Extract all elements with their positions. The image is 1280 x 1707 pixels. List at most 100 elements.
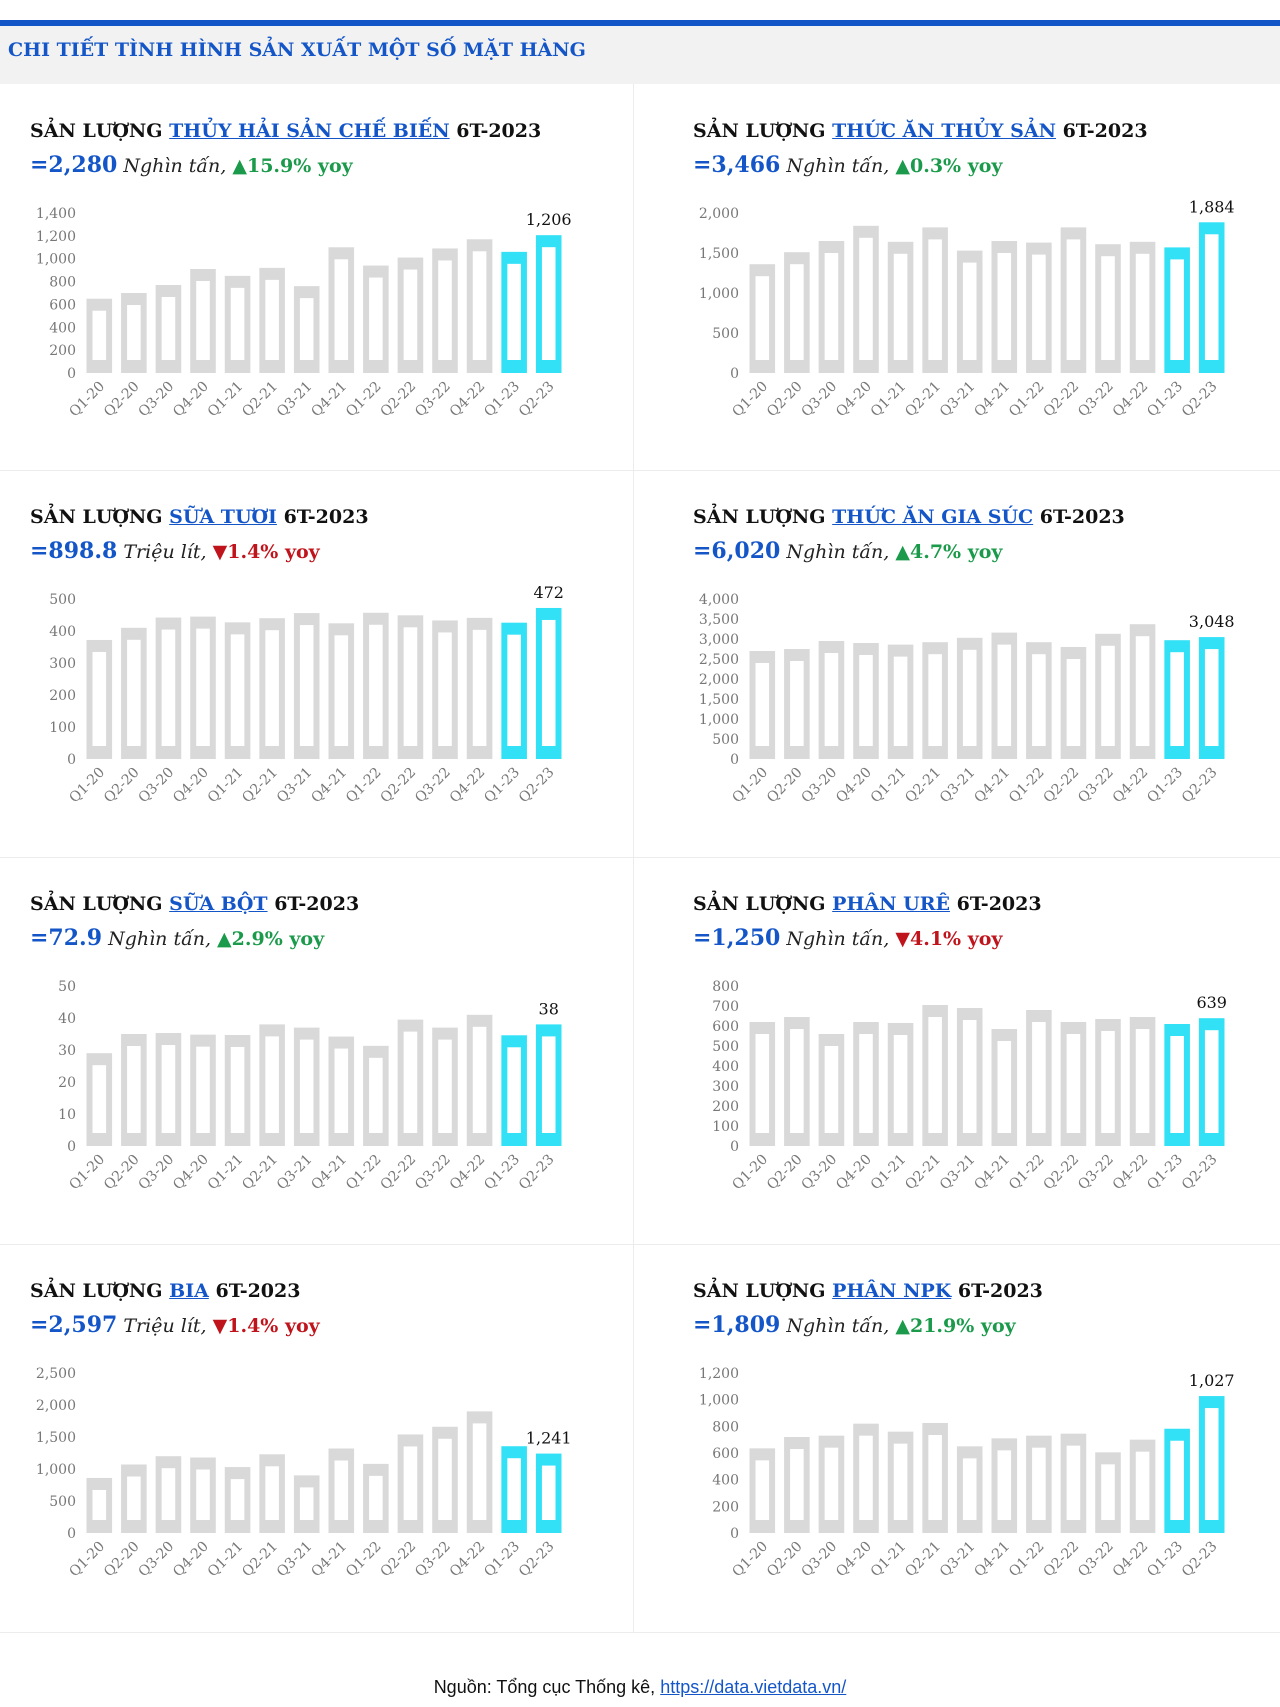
bar-inner-Q3-20 xyxy=(161,629,176,746)
bar-inner-Q1-21 xyxy=(230,634,245,746)
bar-inner-Q1-23 xyxy=(507,1047,521,1133)
x-tick-label: Q3-21 xyxy=(274,1152,316,1194)
up-arrow-icon: ▲ xyxy=(895,541,910,563)
bar-inner-Q2-22 xyxy=(403,269,418,360)
bar-inner-Q2-23 xyxy=(1204,234,1219,360)
bar-inner-Q2-22 xyxy=(1066,659,1081,746)
total-value: =6,020 xyxy=(693,538,781,564)
x-tick-label: Q4-21 xyxy=(308,379,350,421)
y-tick-label: 1,000 xyxy=(699,286,739,302)
x-tick-label: Q3-22 xyxy=(412,1152,454,1194)
x-tick-label: Q2-23 xyxy=(516,765,558,807)
yoy-text: 1.4% yoy xyxy=(227,1315,320,1337)
title-link[interactable]: THỦY HẢI SẢN CHẾ BIẾN xyxy=(169,120,450,142)
bar-inner-Q2-22 xyxy=(1066,239,1081,360)
title-link[interactable]: BIA xyxy=(169,1280,209,1302)
bar-inner-Q2-23 xyxy=(541,1036,556,1133)
source-label: Nguồn: Tổng cục Thống kê, xyxy=(433,1677,656,1697)
title-link[interactable]: THỨC ĂN GIA SÚC xyxy=(832,506,1034,528)
yoy-text: 21.9% yoy xyxy=(909,1315,1016,1337)
title-prefix: SẢN LƯỢNG xyxy=(30,893,163,915)
y-tick-label: 0 xyxy=(67,366,76,382)
yoy-text: 4.1% yoy xyxy=(909,928,1003,950)
bar-inner-Q1-20 xyxy=(755,1034,770,1133)
chart-panel-phan-npk: SẢN LƯỢNG PHÂN NPK 6T-2023 =1,809 Nghìn … xyxy=(663,1250,1280,1630)
bar-inner-Q2-21 xyxy=(265,1036,279,1133)
x-tick-label: Q2-21 xyxy=(239,765,281,807)
x-tick-label: Q2-23 xyxy=(516,379,558,421)
title-link[interactable]: SỮA TƯƠI xyxy=(169,506,277,528)
x-tick-label: Q2-20 xyxy=(101,379,143,421)
y-tick-label: 500 xyxy=(49,1494,76,1510)
x-tick-label: Q2-23 xyxy=(1179,379,1221,421)
title-suffix: 6T-2023 xyxy=(274,893,360,915)
y-tick-label: 2,000 xyxy=(699,206,739,222)
title-link[interactable]: PHÂN URÊ xyxy=(832,893,950,915)
bar-inner-Q4-21 xyxy=(997,253,1012,360)
x-tick-label: Q4-21 xyxy=(971,1539,1013,1581)
bar-inner-Q3-20 xyxy=(161,297,176,360)
bar-inner-Q2-21 xyxy=(265,630,279,746)
y-tick-label: 400 xyxy=(49,320,76,336)
y-tick-label: 400 xyxy=(712,1059,739,1075)
bar-inner-Q1-22 xyxy=(369,277,383,360)
up-arrow-icon: ▲ xyxy=(895,1315,910,1337)
bar-inner-Q2-21 xyxy=(928,1435,942,1520)
bar-inner-Q2-22 xyxy=(403,1446,418,1520)
x-tick-label: Q3-22 xyxy=(1075,1152,1117,1194)
unit-label: Nghìn tấn, xyxy=(108,928,211,950)
yoy-change: ▼1.4% yoy xyxy=(213,1315,320,1337)
bar-inner-Q1-20 xyxy=(92,1065,107,1133)
unit-label: Nghìn tấn, xyxy=(123,155,227,177)
bar-inner-Q1-23 xyxy=(1170,1036,1184,1133)
bar-inner-Q2-20 xyxy=(127,1046,141,1133)
x-tick-label: Q4-21 xyxy=(308,765,350,807)
up-arrow-icon: ▲ xyxy=(217,928,232,950)
x-tick-label: Q4-22 xyxy=(447,379,489,421)
x-tick-label: Q1-20 xyxy=(729,379,771,421)
title-link[interactable]: THỨC ĂN THỦY SẢN xyxy=(832,120,1056,142)
bar-inner-Q1-23 xyxy=(507,634,521,746)
x-tick-label: Q1-21 xyxy=(868,379,910,421)
bar-inner-Q2-20 xyxy=(790,264,804,360)
yoy-change: ▲2.9% yoy xyxy=(217,928,324,950)
bar-inner-Q4-22 xyxy=(472,1026,487,1133)
down-arrow-icon: ▼ xyxy=(212,541,228,563)
yoy-change: ▼1.4% yoy xyxy=(213,541,320,563)
x-tick-label: Q2-22 xyxy=(378,1152,420,1194)
x-tick-label: Q2-22 xyxy=(1041,1539,1083,1581)
data-label: 1,884 xyxy=(1189,197,1235,216)
unit-label: Triệu lít, xyxy=(123,1315,207,1337)
panel-divider-row-3 xyxy=(0,1244,1280,1245)
x-tick-label: Q2-23 xyxy=(1179,1539,1221,1581)
chart-title: SẢN LƯỢNG PHÂN NPK 6T-2023 xyxy=(693,1280,1043,1302)
y-tick-label: 400 xyxy=(712,1473,739,1489)
x-tick-label: Q3-20 xyxy=(136,1152,178,1194)
bar-inner-Q3-22 xyxy=(438,632,452,746)
y-tick-label: 3,500 xyxy=(699,612,739,628)
x-tick-label: Q1-22 xyxy=(1006,1152,1048,1194)
bar-inner-Q3-20 xyxy=(161,1468,176,1520)
x-tick-label: Q1-22 xyxy=(343,1539,385,1581)
bar-inner-Q1-22 xyxy=(1032,1447,1046,1520)
y-tick-label: 0 xyxy=(67,1526,76,1542)
bar-inner-Q4-21 xyxy=(334,259,349,360)
bar-inner-Q2-22 xyxy=(403,627,418,746)
y-tick-label: 2,500 xyxy=(699,652,739,668)
title-suffix: 6T-2023 xyxy=(283,506,369,528)
y-tick-label: 2,500 xyxy=(36,1366,76,1382)
x-tick-label: Q4-22 xyxy=(1110,1152,1152,1194)
title-link[interactable]: PHÂN NPK xyxy=(832,1280,952,1302)
bar-inner-Q2-20 xyxy=(127,1476,141,1520)
chart-title: SẢN LƯỢNG SỮA BỘT 6T-2023 xyxy=(30,893,359,915)
source-link[interactable]: https://data.vietdata.vn/ xyxy=(660,1677,847,1697)
x-tick-label: Q2-21 xyxy=(239,1152,281,1194)
bar-inner-Q3-21 xyxy=(299,1039,314,1133)
bar-inner-Q3-21 xyxy=(299,1487,314,1520)
bar-inner-Q2-21 xyxy=(928,654,942,746)
x-tick-label: Q2-20 xyxy=(764,379,806,421)
bar-chart: 0100200300400500Q1-20Q2-20Q3-20Q4-20Q1-2… xyxy=(49,583,564,807)
y-tick-label: 1,500 xyxy=(36,1430,76,1446)
bar-inner-Q4-22 xyxy=(1135,1029,1150,1133)
title-link[interactable]: SỮA BỘT xyxy=(169,893,268,915)
